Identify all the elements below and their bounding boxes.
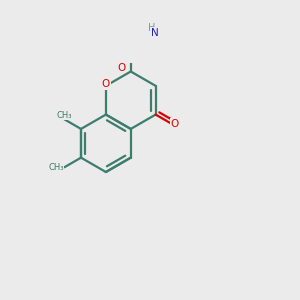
Text: O: O — [117, 63, 126, 73]
Text: CH₃: CH₃ — [57, 111, 72, 120]
Text: N: N — [151, 28, 159, 38]
Text: H: H — [148, 23, 155, 33]
Text: CH₃: CH₃ — [48, 163, 64, 172]
Text: O: O — [102, 79, 110, 89]
Text: O: O — [171, 119, 179, 129]
